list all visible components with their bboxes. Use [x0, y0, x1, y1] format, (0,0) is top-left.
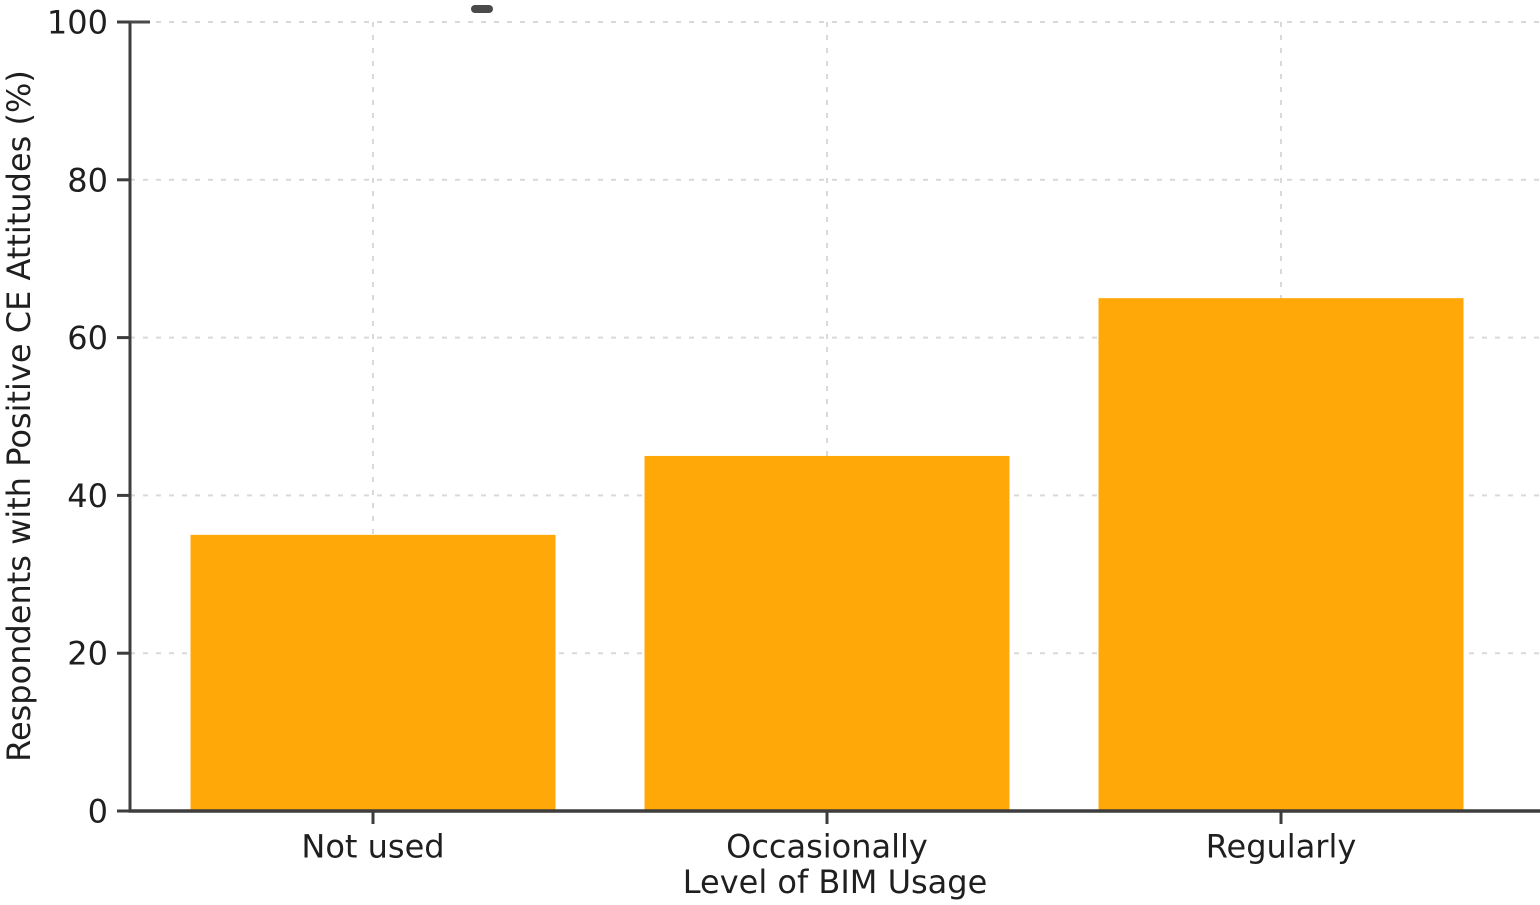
- x-tick-label: Not used: [301, 828, 444, 866]
- y-axis-title: Respondents with Positive CE Attitudes (…: [0, 70, 38, 762]
- y-tick-label: 100: [47, 4, 108, 42]
- tick-labels-layer: 0 20 40 60 80 100 Not used Occasionally Regularl…: [47, 4, 1356, 866]
- bar-occasionally: [644, 455, 1010, 811]
- ticks-layer: [117, 20, 1283, 824]
- y-tick-label: 60: [67, 319, 108, 357]
- x-axis-title: Level of BIM Usage: [683, 863, 988, 901]
- y-tick-label: 80: [67, 161, 108, 199]
- bar-not-used: [190, 534, 556, 811]
- x-tick-label: Regularly: [1206, 828, 1357, 866]
- cropped-title-fragment: [471, 5, 493, 13]
- y-tick-label: 40: [67, 477, 108, 515]
- bar-regularly: [1098, 298, 1464, 811]
- y-tick-label: 0: [88, 793, 108, 831]
- axes-spines: [128, 20, 1540, 813]
- bars-layer: [190, 298, 1464, 811]
- x-tick-label: Occasionally: [726, 828, 928, 866]
- y-tick-label: 20: [67, 635, 108, 673]
